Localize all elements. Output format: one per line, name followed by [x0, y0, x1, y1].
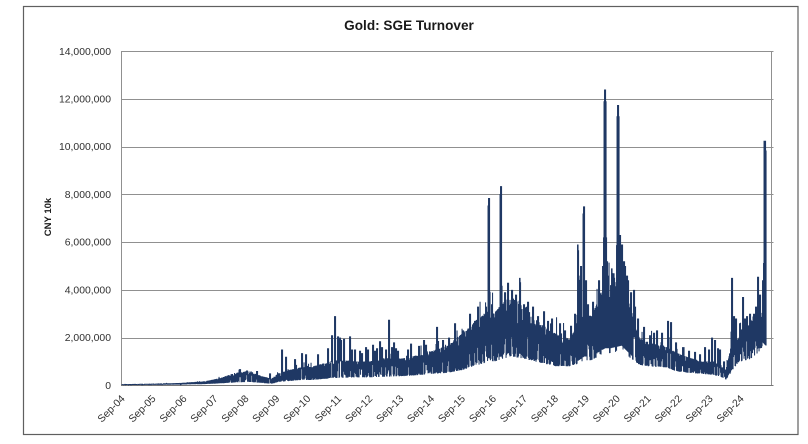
svg-text:10,000,000: 10,000,000: [59, 142, 111, 153]
svg-text:8,000,000: 8,000,000: [65, 190, 111, 201]
svg-text:12,000,000: 12,000,000: [59, 95, 111, 106]
svg-text:0: 0: [105, 381, 111, 392]
svg-text:6,000,000: 6,000,000: [65, 238, 111, 249]
svg-text:2,000,000: 2,000,000: [65, 333, 111, 344]
svg-text:CNY 10k: CNY 10k: [43, 197, 54, 236]
svg-text:4,000,000: 4,000,000: [65, 285, 111, 296]
svg-text:14,000,000: 14,000,000: [59, 47, 111, 58]
svg-text:Gold: SGE Turnover: Gold: SGE Turnover: [344, 18, 474, 33]
